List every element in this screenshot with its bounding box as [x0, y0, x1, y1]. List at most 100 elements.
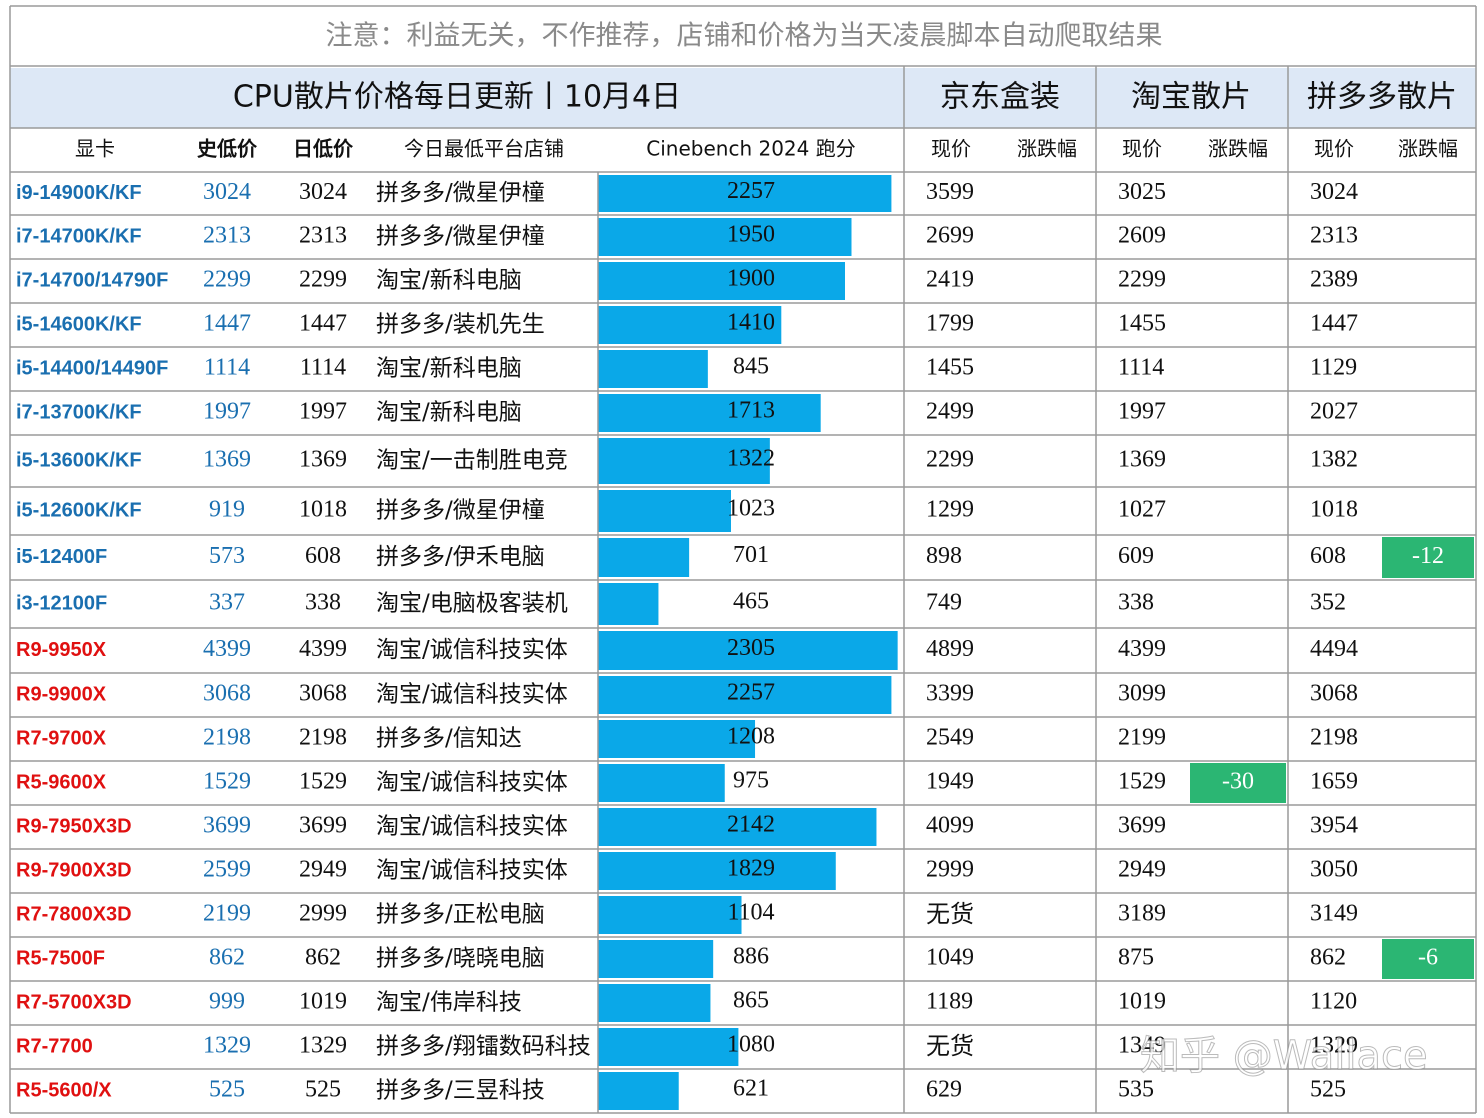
store: 淘宝/伟岸科技: [376, 990, 522, 1016]
score-bar: [598, 1028, 739, 1066]
price: 2313: [1310, 223, 1358, 249]
cpu-name: i5-13600K/KF: [16, 449, 142, 471]
price: 2599: [203, 857, 251, 883]
price: 2313: [203, 223, 251, 249]
cpu-name: R9-9900X: [16, 683, 107, 705]
price: 3068: [299, 681, 347, 707]
column-header: 现价: [931, 137, 971, 161]
price: 1114: [204, 355, 250, 381]
price: 1455: [1118, 311, 1166, 337]
column-header: 今日最低平台店铺: [404, 137, 564, 161]
store: 淘宝/诚信科技实体: [376, 858, 568, 884]
column-header: 涨跌幅: [1398, 137, 1458, 161]
price: 1019: [1118, 989, 1166, 1015]
price: 862: [1310, 945, 1346, 971]
price: 2299: [926, 447, 974, 473]
table-title: CPU散片价格每日更新丨10月4日: [233, 80, 681, 115]
score: 975: [733, 768, 769, 794]
price: 1455: [926, 355, 974, 381]
price: 3025: [1118, 179, 1166, 205]
score-bar: [598, 583, 659, 625]
score-bar: [598, 1072, 679, 1110]
price: 898: [926, 543, 962, 569]
store: 淘宝/诚信科技实体: [376, 682, 568, 708]
cpu-name: R9-7900X3D: [16, 859, 132, 881]
group-header: 拼多多散片: [1307, 80, 1457, 115]
price: 1349: [1118, 1033, 1166, 1059]
price: 3699: [203, 813, 251, 839]
change-value: -6: [1418, 945, 1438, 971]
store: 淘宝/新科电脑: [376, 268, 522, 294]
price: 1018: [299, 497, 347, 523]
score-bar: [598, 896, 742, 934]
change-bg: [1382, 939, 1474, 979]
score: 1322: [727, 446, 775, 472]
price: 2299: [299, 267, 347, 293]
score-bar: [598, 631, 898, 670]
price: 2949: [1118, 857, 1166, 883]
price: 2198: [1310, 725, 1358, 751]
cpu-name: i7-14700K/KF: [16, 225, 142, 247]
group-header: 淘宝散片: [1131, 80, 1251, 115]
score: 1713: [727, 398, 775, 424]
score: 701: [733, 542, 769, 568]
price: 919: [209, 497, 245, 523]
column-header: 日低价: [293, 137, 354, 161]
cpu-name: i9-14900K/KF: [16, 182, 142, 204]
cpu-name: R5-9600X: [16, 771, 107, 793]
store: 拼多多/三昱科技: [376, 1078, 545, 1104]
score: 2305: [727, 635, 775, 661]
price: 862: [209, 945, 245, 971]
price: 1027: [1118, 497, 1166, 523]
price: 1997: [299, 399, 347, 425]
price: 3024: [299, 179, 347, 205]
change-value: -12: [1412, 543, 1444, 569]
score: 1023: [727, 496, 775, 522]
column-header: 现价: [1314, 137, 1354, 161]
score: 845: [733, 354, 769, 380]
score-bar: [598, 175, 892, 212]
price: 2299: [203, 267, 251, 293]
cpu-name: R7-5700X3D: [16, 991, 132, 1013]
price: 573: [209, 543, 245, 569]
price: 525: [305, 1077, 341, 1103]
score-bar: [598, 218, 852, 256]
price: 1799: [926, 311, 974, 337]
price: 4494: [1310, 636, 1358, 662]
price: 1529: [299, 769, 347, 795]
score-bar: [598, 940, 714, 978]
store: 淘宝/诚信科技实体: [376, 770, 568, 796]
cpu-name: i5-14400/14490F: [16, 357, 168, 379]
price: 2313: [299, 223, 347, 249]
store: 拼多多/伊禾电脑: [376, 544, 545, 570]
price: 1329: [203, 1033, 251, 1059]
price: 338: [1118, 590, 1154, 616]
cpu-name: R9-7950X3D: [16, 815, 132, 837]
cpu-name: i5-12400F: [16, 546, 107, 568]
price: 1189: [926, 989, 973, 1015]
cpu-name: i5-12600K/KF: [16, 499, 142, 521]
price: 1949: [926, 769, 974, 795]
price: 2389: [1310, 267, 1358, 293]
notice: 注意：利益无关，不作推荐，店铺和价格为当天凌晨脚本自动爬取结果: [326, 21, 1163, 52]
price: 2198: [203, 725, 251, 751]
cpu-name: i5-14600K/KF: [16, 313, 142, 335]
price: 1129: [1310, 355, 1357, 381]
price: 999: [209, 989, 245, 1015]
price: 629: [926, 1077, 962, 1103]
cpu-name: R7-9700X: [16, 727, 107, 749]
price: 3068: [1310, 681, 1358, 707]
score-bar: [598, 350, 708, 388]
price: 3699: [299, 813, 347, 839]
price: 3024: [1310, 179, 1358, 205]
price: 1997: [1118, 399, 1166, 425]
price: 337: [209, 590, 245, 616]
price: 1369: [203, 447, 251, 473]
price: 1120: [1310, 989, 1357, 1015]
price: 338: [305, 590, 341, 616]
price: 1529: [203, 769, 251, 795]
price: 4099: [926, 813, 974, 839]
price: 1114: [1118, 355, 1164, 381]
cpu-name: i7-13700K/KF: [16, 401, 142, 423]
